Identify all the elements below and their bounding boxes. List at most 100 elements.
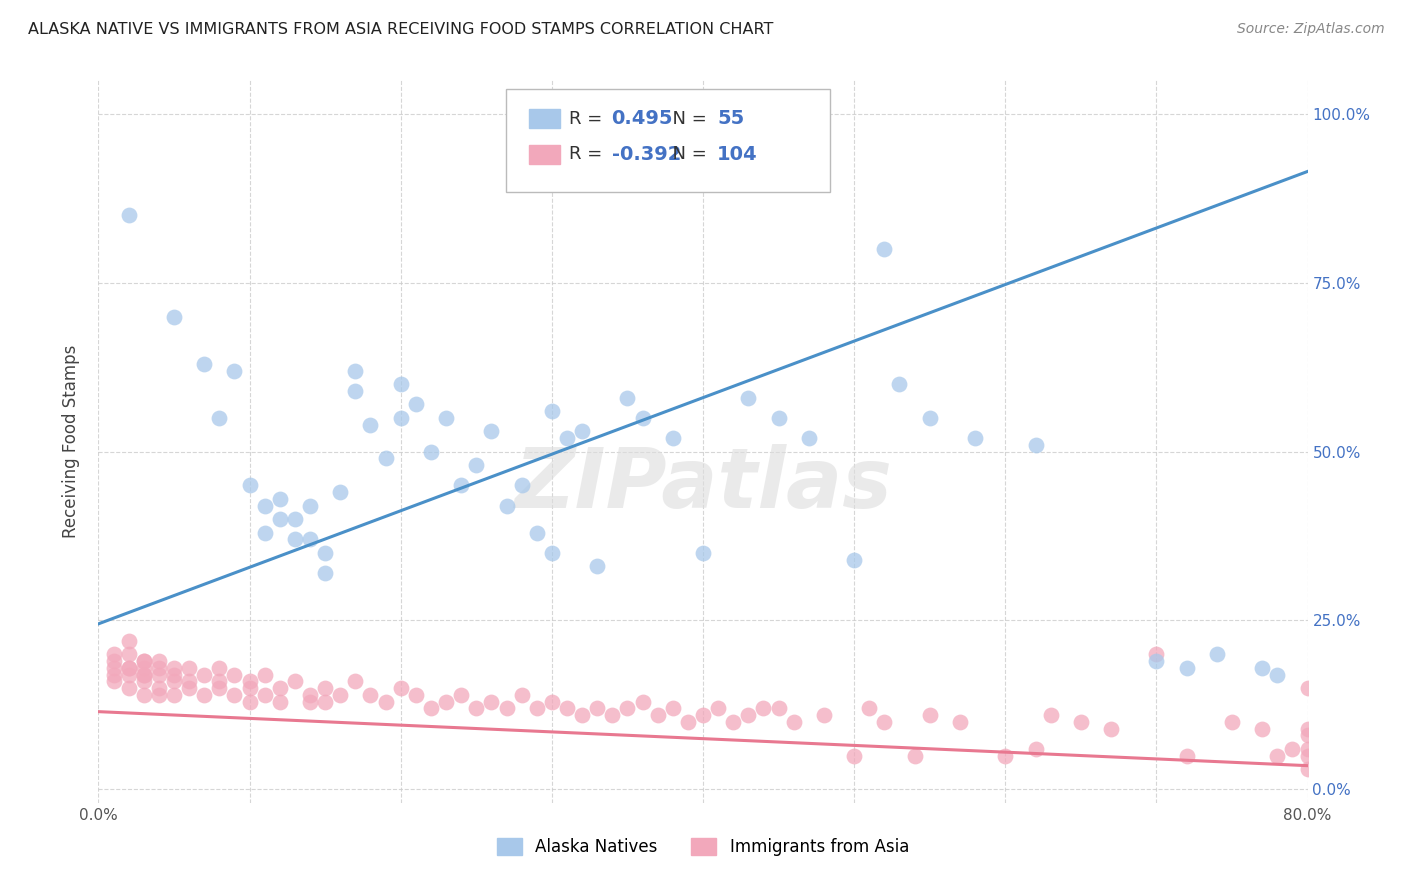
Text: 55: 55 bbox=[717, 109, 744, 128]
Point bbox=[1296, 728, 1319, 742]
Point bbox=[752, 701, 775, 715]
Point bbox=[918, 708, 941, 723]
Point bbox=[329, 688, 352, 702]
Point bbox=[495, 701, 517, 715]
Point bbox=[1175, 661, 1198, 675]
Point bbox=[555, 701, 578, 715]
Point bbox=[148, 667, 170, 681]
Point bbox=[707, 701, 730, 715]
Point bbox=[450, 688, 472, 702]
Point bbox=[1175, 748, 1198, 763]
Point bbox=[269, 694, 291, 708]
Point bbox=[179, 674, 201, 689]
Point bbox=[103, 667, 125, 681]
Point bbox=[420, 444, 443, 458]
Point bbox=[737, 708, 759, 723]
Point bbox=[314, 546, 336, 560]
Point bbox=[118, 208, 141, 222]
Point bbox=[661, 701, 683, 715]
Point bbox=[284, 512, 307, 526]
Point bbox=[224, 667, 246, 681]
Point bbox=[405, 397, 427, 411]
Point bbox=[299, 533, 322, 547]
Point bbox=[224, 364, 246, 378]
Point bbox=[844, 552, 866, 566]
Point bbox=[193, 688, 215, 702]
Point bbox=[103, 647, 125, 661]
Point bbox=[360, 417, 382, 432]
Point bbox=[405, 688, 427, 702]
Point bbox=[163, 674, 186, 689]
Point bbox=[132, 674, 155, 689]
Point bbox=[389, 681, 412, 695]
Point bbox=[768, 701, 790, 715]
Point bbox=[103, 661, 125, 675]
Point bbox=[616, 701, 638, 715]
Point bbox=[314, 694, 336, 708]
Point bbox=[118, 661, 141, 675]
Point bbox=[103, 654, 125, 668]
Point bbox=[224, 688, 246, 702]
Point bbox=[163, 688, 186, 702]
Point bbox=[420, 701, 443, 715]
Point bbox=[1099, 722, 1122, 736]
Point bbox=[103, 674, 125, 689]
Point bbox=[1251, 661, 1274, 675]
Point bbox=[344, 674, 367, 689]
Point bbox=[540, 404, 562, 418]
Point bbox=[616, 391, 638, 405]
Point bbox=[132, 688, 155, 702]
Point bbox=[284, 674, 307, 689]
Point bbox=[873, 714, 896, 729]
Point bbox=[239, 674, 262, 689]
Point bbox=[269, 491, 291, 506]
Point bbox=[269, 512, 291, 526]
Point bbox=[889, 377, 911, 392]
Point bbox=[1039, 708, 1062, 723]
Point bbox=[737, 391, 759, 405]
Y-axis label: Receiving Food Stamps: Receiving Food Stamps bbox=[62, 345, 80, 538]
Point bbox=[253, 688, 276, 702]
Point bbox=[284, 533, 307, 547]
Point bbox=[1296, 681, 1319, 695]
Point bbox=[253, 525, 276, 540]
Point bbox=[344, 364, 367, 378]
Point bbox=[571, 708, 593, 723]
Point bbox=[692, 546, 714, 560]
Point bbox=[904, 748, 927, 763]
Point bbox=[1296, 741, 1319, 756]
Point bbox=[374, 451, 396, 466]
Point bbox=[389, 411, 412, 425]
Point bbox=[299, 694, 322, 708]
Point bbox=[314, 566, 336, 581]
Text: N =: N = bbox=[661, 110, 718, 128]
Point bbox=[965, 431, 987, 445]
Point bbox=[118, 667, 141, 681]
Text: R =: R = bbox=[569, 145, 609, 163]
Point bbox=[602, 708, 624, 723]
Point bbox=[269, 681, 291, 695]
Point bbox=[118, 661, 141, 675]
Point bbox=[208, 411, 231, 425]
Text: -0.392: -0.392 bbox=[612, 145, 681, 164]
Point bbox=[723, 714, 745, 729]
Point bbox=[631, 411, 654, 425]
Point bbox=[994, 748, 1017, 763]
Point bbox=[540, 546, 562, 560]
Point bbox=[163, 310, 186, 324]
Point bbox=[918, 411, 941, 425]
Point bbox=[858, 701, 880, 715]
Point bbox=[208, 681, 231, 695]
Point bbox=[193, 357, 215, 371]
Point bbox=[434, 411, 457, 425]
Point bbox=[132, 654, 155, 668]
Point bbox=[239, 681, 262, 695]
Point bbox=[360, 688, 382, 702]
Point bbox=[1296, 748, 1319, 763]
Point bbox=[813, 708, 835, 723]
Point bbox=[540, 694, 562, 708]
Text: N =: N = bbox=[661, 145, 713, 163]
Point bbox=[1070, 714, 1092, 729]
Point bbox=[1144, 647, 1167, 661]
Point bbox=[631, 694, 654, 708]
